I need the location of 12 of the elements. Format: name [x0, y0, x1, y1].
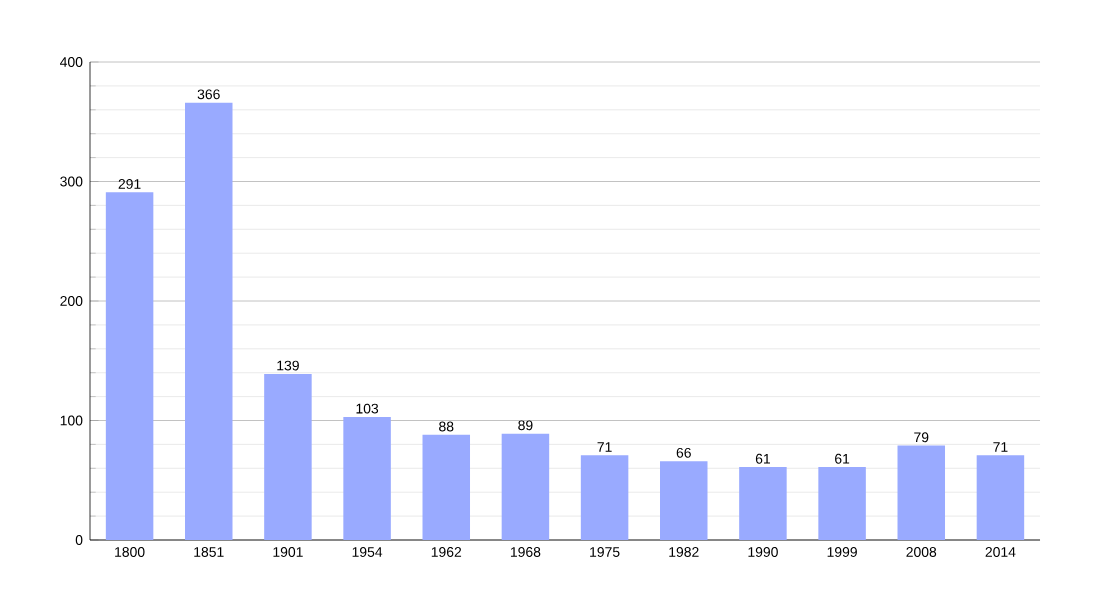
bar [501, 433, 550, 540]
bar [897, 445, 946, 540]
bar [660, 461, 708, 540]
bar [739, 467, 787, 540]
bar [422, 434, 471, 540]
bar [818, 467, 866, 540]
bar [580, 455, 629, 540]
bar [105, 192, 154, 540]
bar [185, 102, 233, 540]
bar [264, 373, 312, 540]
bar [343, 416, 391, 540]
bar [976, 455, 1025, 540]
